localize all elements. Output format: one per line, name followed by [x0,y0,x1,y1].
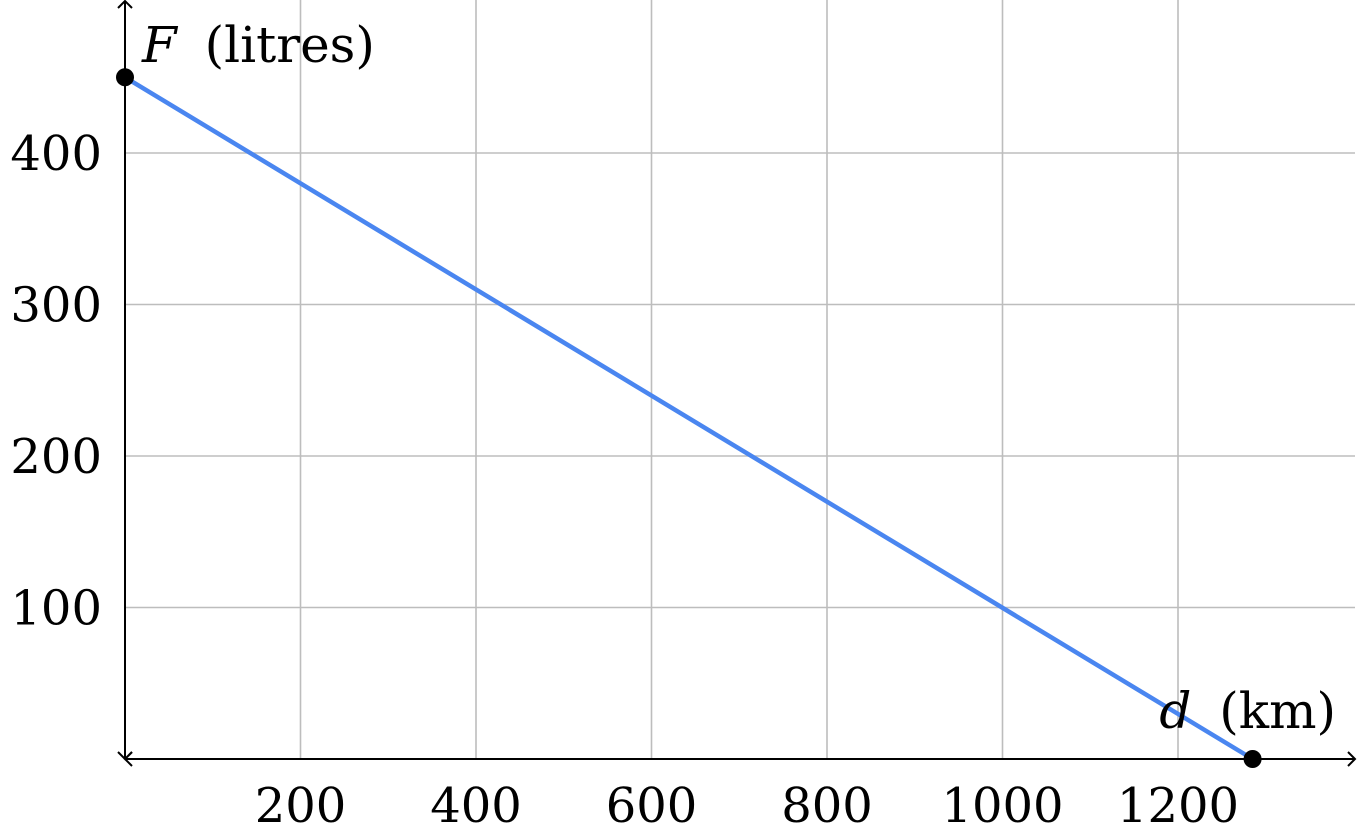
x-axis-arrow-right [1347,751,1357,767]
y-axis-label: F (litres) [141,16,375,74]
series-layer [122,75,1255,762]
markers-layer [116,68,1262,768]
x-tick-label: 1000 [941,778,1063,834]
y-tick-label: 100 [10,581,102,637]
x-tick-label: 600 [606,778,698,834]
y-axis-arrow-top [117,0,133,9]
axes [117,0,1357,767]
y-tick-label: 300 [10,278,102,334]
x-tick-label: 1200 [1117,778,1239,834]
x-axis-label: d (km) [1159,682,1336,740]
point-marker [116,68,134,87]
y-tick-label: 400 [10,126,102,182]
y-axis-variable: F [141,16,179,74]
tick-labels: 200 400 600 800 1000 1200 100 200 300 400 [10,126,1239,834]
grid [125,0,1355,759]
x-tick-label: 400 [430,778,522,834]
x-tick-label: 200 [255,778,347,834]
y-axis-arrow-bottom [117,751,133,761]
x-tick-label: 800 [781,778,873,834]
point-marker [1243,750,1262,768]
x-axis-unit: (km) [1219,682,1336,740]
x-axis-variable: d [1159,682,1191,740]
y-axis-unit: (litres) [205,16,375,74]
series-line [122,75,1255,762]
y-tick-label: 200 [10,429,102,485]
